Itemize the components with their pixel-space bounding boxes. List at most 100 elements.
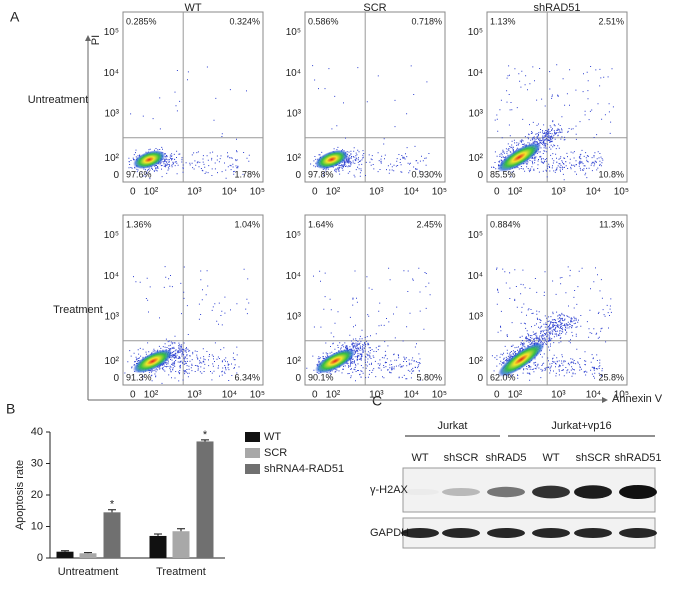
significance: * bbox=[110, 499, 115, 511]
y-tick-label: 0 bbox=[113, 373, 119, 384]
density-core bbox=[497, 142, 542, 172]
y-tick-label: 0 bbox=[113, 170, 119, 181]
y-tick-label: 10² bbox=[469, 356, 484, 367]
x-tick-label: 10⁵ bbox=[250, 187, 265, 198]
y-tick-label: 10⁴ bbox=[468, 271, 483, 282]
y-tick-label: 0 bbox=[477, 373, 483, 384]
quadrant-percent: 0.718% bbox=[411, 16, 442, 26]
y-tick-label: 10⁴ bbox=[286, 271, 301, 282]
x-tick-label: 10⁴ bbox=[586, 390, 601, 401]
group-label: Jurkat bbox=[438, 420, 468, 432]
x-tick-label: 10⁴ bbox=[404, 187, 419, 198]
quadrant-percent: 0.586% bbox=[308, 16, 339, 26]
legend-swatch bbox=[245, 448, 260, 458]
x-tick-label: 10³ bbox=[369, 390, 384, 401]
y-tick-label: 10⁵ bbox=[286, 27, 301, 38]
y-axis-label: PI bbox=[90, 35, 102, 45]
quadrant-percent: 1.64% bbox=[308, 219, 334, 229]
density-core bbox=[314, 348, 356, 374]
quadrant-percent: 5.80% bbox=[416, 372, 442, 382]
y-tick-label: 10² bbox=[287, 153, 302, 164]
group-label: Jurkat+vp16 bbox=[551, 420, 611, 432]
x-axis-label: Annexin V bbox=[612, 393, 663, 405]
quadrant-percent: 10.8% bbox=[598, 169, 624, 179]
band bbox=[401, 489, 439, 495]
legend-swatch bbox=[245, 432, 260, 442]
y-tick-label: 30 bbox=[31, 457, 43, 469]
quadrant-percent: 0.930% bbox=[411, 169, 442, 179]
bar bbox=[79, 553, 97, 558]
bar bbox=[172, 531, 190, 558]
quadrant-percent: 1.13% bbox=[490, 16, 516, 26]
panel-label: B bbox=[6, 401, 15, 417]
y-tick-label: 10³ bbox=[105, 109, 120, 120]
plot-frame bbox=[486, 214, 628, 386]
error-bar bbox=[177, 528, 185, 532]
panel-label: A bbox=[10, 9, 20, 25]
x-tick-label: 10⁴ bbox=[586, 187, 601, 198]
y-tick-label: 10⁴ bbox=[104, 68, 119, 79]
x-tick-label: 10⁵ bbox=[432, 187, 447, 198]
x-tick-label: 0 bbox=[130, 187, 136, 198]
bar-chart: 0 10 20 30 40 Apoptosis rate WT SCR * * shRNA4-RAD… bbox=[14, 426, 344, 578]
error-bar bbox=[154, 533, 162, 536]
lane-label: WT bbox=[411, 452, 428, 464]
x-tick-label: 10² bbox=[326, 187, 341, 198]
x-tick-label: 10² bbox=[326, 390, 341, 401]
quadrant-percent: 2.45% bbox=[416, 219, 442, 229]
y-tick-label: 10² bbox=[287, 356, 302, 367]
bar bbox=[149, 535, 167, 558]
y-tick-label: 10⁴ bbox=[286, 68, 301, 79]
band bbox=[619, 485, 657, 499]
quadrant-percent: 91.3% bbox=[126, 372, 152, 382]
y-tick-label: 10 bbox=[31, 520, 43, 532]
quadrant-percent: 2.51% bbox=[598, 16, 624, 26]
band bbox=[487, 486, 525, 498]
panel-label: C bbox=[372, 393, 382, 409]
error-bar bbox=[108, 509, 116, 513]
x-tick-label: 0 bbox=[494, 390, 500, 401]
band bbox=[442, 528, 480, 538]
row-label: γ-H2AX bbox=[370, 484, 409, 496]
y-tick-label: 10⁵ bbox=[104, 27, 119, 38]
blot-strip bbox=[402, 517, 656, 549]
quadrant-percent: 97.6% bbox=[126, 169, 152, 179]
quadrant-percent: 11.3% bbox=[599, 219, 624, 229]
lane-label: shRAD5 bbox=[486, 452, 527, 464]
x-tick-label: 10⁵ bbox=[614, 187, 629, 198]
x-tick-label: Untreatment bbox=[58, 566, 119, 578]
legend-label: shRNA4-RAD51 bbox=[264, 463, 344, 475]
x-tick-label: 10² bbox=[144, 390, 159, 401]
y-tick-label: 10³ bbox=[469, 312, 484, 323]
scatter-dots bbox=[128, 66, 250, 180]
y-tick-label: 10³ bbox=[287, 109, 302, 120]
band bbox=[532, 528, 570, 538]
x-tick-label: 0 bbox=[312, 390, 318, 401]
error-bar bbox=[61, 550, 69, 552]
lane-label: shSCR bbox=[444, 452, 479, 464]
y-tick-label: 10² bbox=[105, 356, 120, 367]
x-tick-label: 10³ bbox=[551, 390, 566, 401]
x-tick-label: 10⁴ bbox=[222, 390, 237, 401]
bar bbox=[56, 551, 74, 558]
column-title: shRAD51 bbox=[533, 2, 580, 14]
y-tick-label: 10³ bbox=[469, 109, 484, 120]
density-core bbox=[315, 149, 349, 170]
x-tick-label: 10⁴ bbox=[404, 390, 419, 401]
y-tick-label: 10⁵ bbox=[286, 230, 301, 241]
legend-label: WT bbox=[264, 431, 281, 443]
lane-label: shRAD51 bbox=[614, 452, 661, 464]
y-tick-label: 10⁴ bbox=[104, 271, 119, 282]
y-tick-label: 0 bbox=[477, 170, 483, 181]
x-tick-label: 10³ bbox=[187, 187, 202, 198]
error-bar bbox=[201, 439, 209, 442]
lane-label: WT bbox=[542, 452, 559, 464]
flow-plots: WT SCR shRAD51 0.285% 0.324% 97.6% 1.78% 10⁵ 10⁴… bbox=[104, 2, 629, 401]
quadrant-percent: 0.884% bbox=[490, 219, 521, 229]
x-tick-label: 10³ bbox=[369, 187, 384, 198]
density-core bbox=[132, 349, 173, 374]
column-title: WT bbox=[184, 2, 201, 14]
x-tick-label: 10³ bbox=[187, 390, 202, 401]
quadrant-percent: 62.0% bbox=[490, 372, 516, 382]
quadrant-percent: 85.5% bbox=[490, 169, 516, 179]
